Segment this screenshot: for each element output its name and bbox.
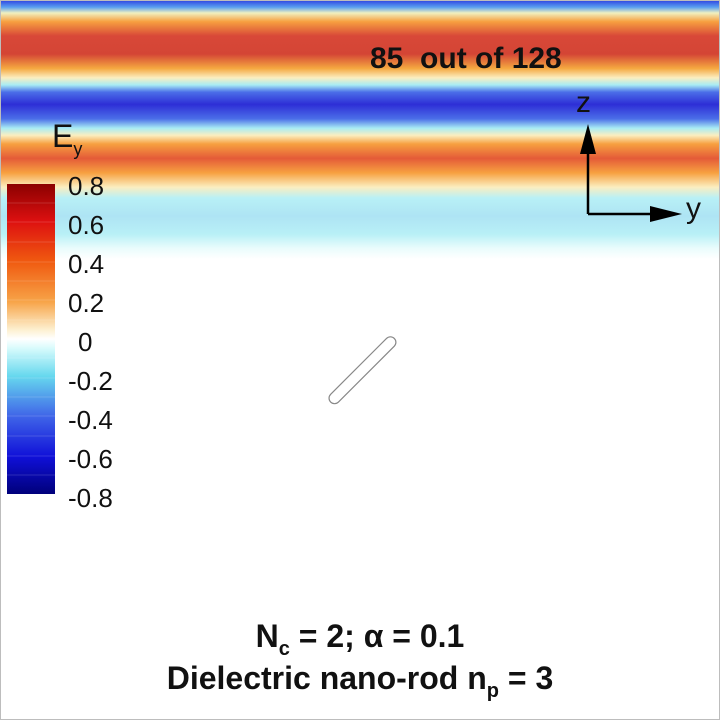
caption-n: N xyxy=(255,618,279,654)
frame-counter: 85 out of 128 xyxy=(370,42,562,76)
frame-separator: out of xyxy=(420,42,504,75)
y-axis-arrowhead xyxy=(650,206,682,222)
caption-line-2-sub: p xyxy=(486,680,499,702)
colorbar-title-main: E xyxy=(52,118,74,154)
colorbar-tick: -0.6 xyxy=(68,444,113,474)
caption-line-2-rest: = 3 xyxy=(499,660,554,696)
caption-line-1-rest: = 2; α = 0.1 xyxy=(289,618,465,654)
caption-line-2-main: Dielectric nano-rod n xyxy=(166,660,487,696)
colorbar-title: Ey xyxy=(52,118,82,160)
colorbar-tick: 0.4 xyxy=(68,249,105,279)
nano-rod xyxy=(328,336,397,405)
colorbar-tick: -0.2 xyxy=(68,366,113,396)
frame-current: 85 xyxy=(370,42,404,75)
caption-n-sub: c xyxy=(278,638,290,660)
colorbar-tick: 0.8 xyxy=(68,171,105,201)
z-axis-arrowhead xyxy=(580,124,596,154)
colorbar-tick: -0.8 xyxy=(68,483,113,513)
colorbar-bar xyxy=(7,184,55,494)
colorbar-lines xyxy=(7,202,55,476)
y-axis-label: y xyxy=(686,192,701,225)
axes-indicator xyxy=(580,124,682,222)
colorbar xyxy=(7,184,55,494)
colorbar-tick: 0.2 xyxy=(68,288,105,318)
frame-total: 128 xyxy=(511,42,562,75)
colorbar-title-sub: y xyxy=(73,139,83,159)
colorbar-tick: 0.6 xyxy=(68,210,105,240)
caption-line-2: Dielectric nano-rod np = 3 xyxy=(0,660,720,703)
colorbar-tick: -0.4 xyxy=(68,405,113,435)
caption-line-1: Nc = 2; α = 0.1 xyxy=(0,618,720,661)
colorbar-tick: 0 xyxy=(78,327,93,357)
z-axis-label: z xyxy=(576,86,591,119)
